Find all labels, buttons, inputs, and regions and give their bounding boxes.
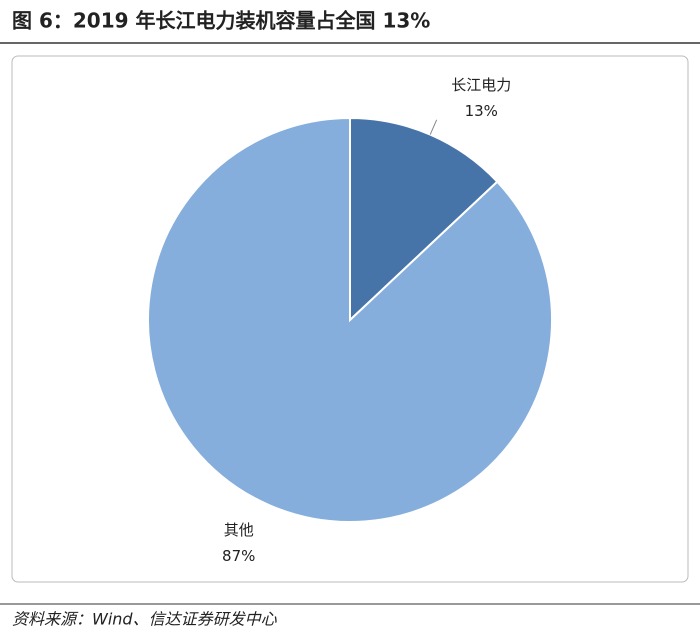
slice-label: 其他 (224, 521, 254, 539)
leader-line (429, 119, 438, 135)
slice-label: 长江电力 (451, 76, 511, 94)
chart-frame (11, 55, 689, 583)
slice-value-label: 87% (222, 547, 255, 565)
slice-value-label: 13% (465, 102, 498, 120)
chart-title: 图 6：2019 年长江电力装机容量占全国 13% (12, 9, 430, 33)
pie-slice (147, 116, 554, 523)
source: 资料来源：Wind、信达证券研发中心 (12, 610, 278, 629)
